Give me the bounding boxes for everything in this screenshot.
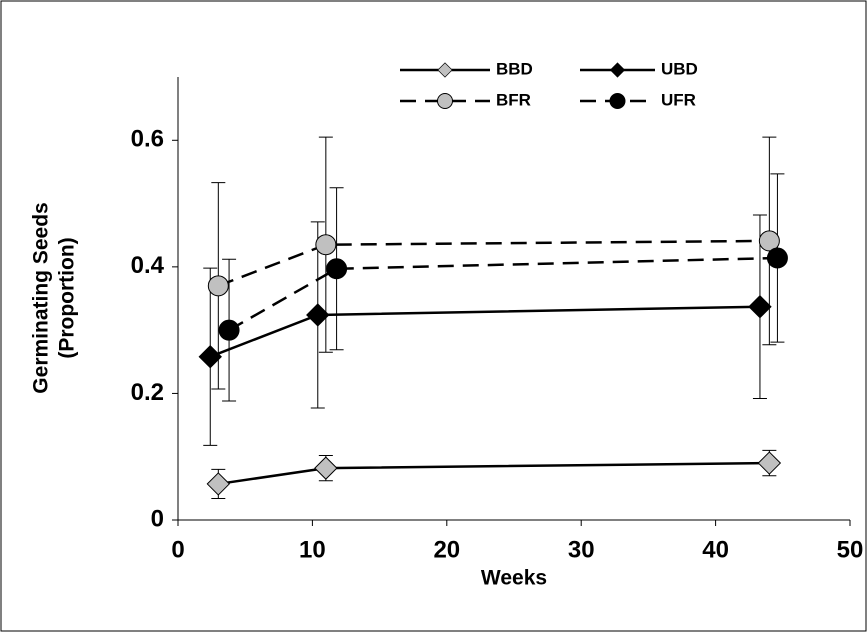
x-axis-label: Weeks — [481, 567, 547, 590]
x-tick-label: 20 — [433, 536, 460, 563]
data-point — [306, 303, 330, 327]
data-point — [766, 247, 788, 269]
data-point — [206, 472, 231, 496]
y-tick-label: 0.4 — [131, 252, 165, 279]
data-point — [218, 319, 240, 341]
data-point — [326, 258, 348, 280]
x-tick-label: 50 — [837, 536, 864, 563]
x-tick-label: 10 — [299, 536, 326, 563]
y-tick-label: 0 — [151, 505, 164, 532]
legend-label: UFR — [661, 90, 696, 109]
y-axis-label: Germinating Seeds — [30, 202, 53, 393]
legend-label: BBD — [496, 59, 533, 78]
y-axis-label: (Proportion) — [56, 237, 79, 358]
x-tick-label: 40 — [702, 536, 729, 563]
data-point — [198, 345, 222, 369]
legend-marker — [437, 93, 453, 109]
legend-marker — [609, 62, 626, 78]
legend-marker — [609, 93, 626, 109]
legend-label: UBD — [661, 59, 698, 78]
data-point — [758, 230, 780, 252]
data-point — [748, 295, 772, 319]
x-tick-label: 0 — [171, 536, 184, 563]
data-point — [315, 234, 337, 256]
x-tick-label: 30 — [568, 536, 595, 563]
data-point — [757, 451, 782, 475]
legend-label: BFR — [496, 90, 531, 109]
data-point — [207, 275, 229, 297]
y-tick-label: 0.6 — [131, 126, 164, 153]
data-point — [314, 456, 338, 480]
legend-marker — [437, 62, 453, 78]
y-tick-label: 0.2 — [131, 379, 164, 406]
